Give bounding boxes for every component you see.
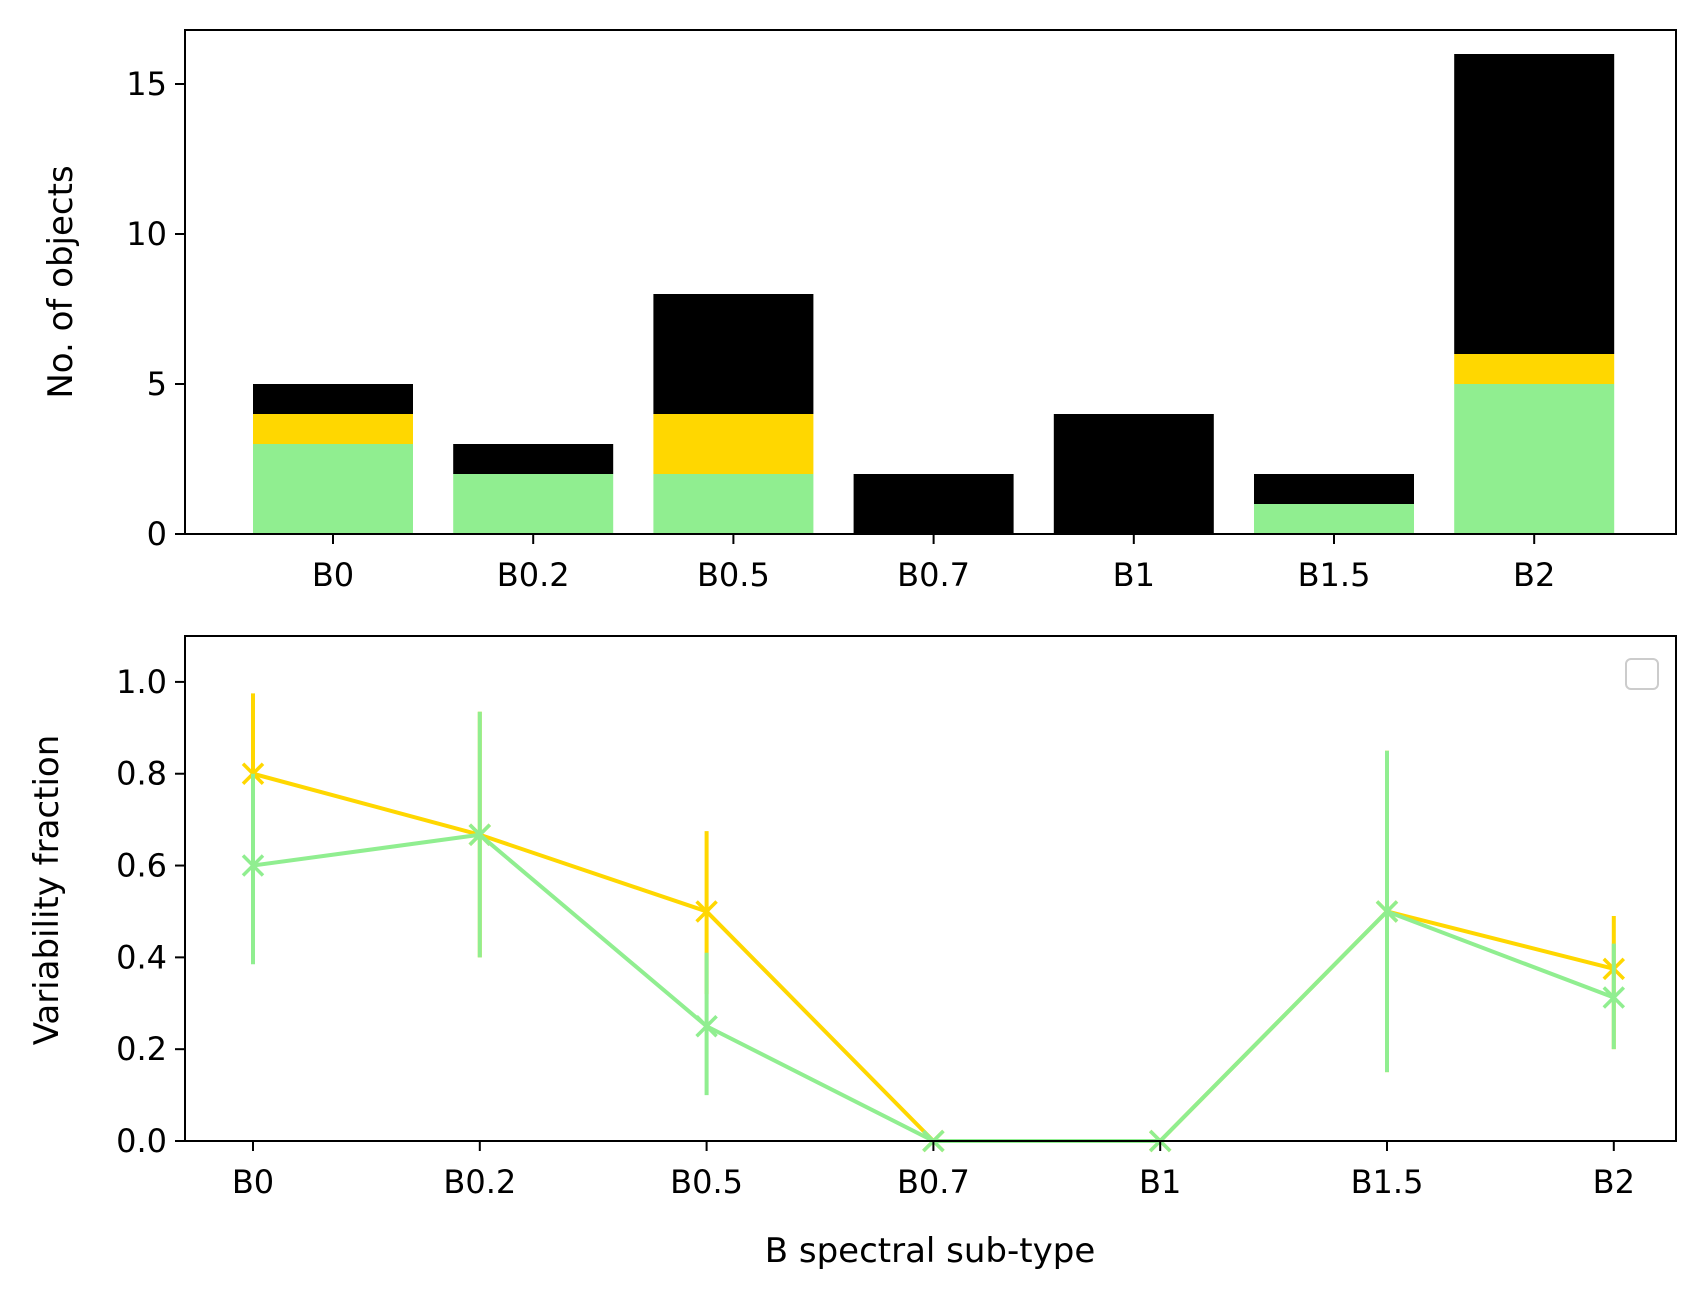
x-tick-label: B1.5 [1351, 1163, 1424, 1201]
bar-chart-x-ticks: B0 B0.2 B0.5 B0.7 B1 B1.5 B2 [312, 534, 1555, 594]
bar-segment [653, 294, 814, 414]
bar-segment [1454, 384, 1615, 534]
series-line [252, 832, 1615, 1143]
data-point-marker [241, 854, 265, 877]
data-point-marker [468, 823, 492, 847]
bar-segment [253, 414, 413, 444]
bar-series-group [253, 54, 1615, 534]
x-tick-label: B1 [1139, 1163, 1181, 1201]
x-tick-label: B0.5 [697, 556, 770, 594]
y-tick-label: 1.0 [116, 663, 167, 701]
x-tick-label: B0.2 [443, 1163, 516, 1201]
x-tick-label: B1.5 [1298, 556, 1371, 594]
x-tick-label: B0 [312, 556, 354, 594]
line-series [241, 711, 1626, 1153]
line-chart-y-ticks: 0.0 0.2 0.4 0.6 0.8 1.0 [116, 663, 185, 1160]
series-line [252, 771, 1615, 1143]
bar-chart-frame [184, 29, 1677, 535]
bar-segment [853, 474, 1014, 534]
x-tick-label: B2 [1513, 556, 1555, 594]
x-tick-label: B2 [1593, 1163, 1635, 1201]
y-tick-label: 5 [147, 365, 167, 403]
y-tick-label: 0.8 [116, 755, 167, 793]
y-tick-label: 0.4 [116, 938, 167, 976]
line-series-group [241, 693, 1626, 1153]
bar-chart-y-ticks: 0 5 10 15 [126, 65, 185, 553]
bar-chart-y-axis-label: No. of objects [41, 165, 81, 398]
y-tick-label: 15 [126, 65, 167, 103]
y-tick-label: 0.2 [116, 1030, 167, 1068]
x-tick-label: B0.5 [670, 1163, 743, 1201]
y-tick-label: 0 [147, 515, 167, 553]
bar-segment [253, 384, 413, 414]
bar-segment [453, 444, 614, 474]
y-tick-label: 0.0 [116, 1122, 167, 1160]
y-tick-label: 0.6 [116, 847, 167, 885]
bar-segment [1454, 354, 1615, 384]
legend-box [1625, 658, 1659, 690]
data-point-marker [241, 762, 265, 785]
y-tick-label: 10 [126, 215, 167, 253]
x-tick-label: B0 [232, 1163, 274, 1201]
bar-segment [1454, 54, 1615, 354]
bar-segment [1053, 414, 1214, 534]
data-point-marker [1375, 900, 1399, 923]
line-chart-x-axis-label: B spectral sub-type [765, 1231, 1096, 1271]
bar-segment [653, 414, 814, 474]
bar-segment [1254, 474, 1414, 504]
bar-segment [453, 474, 614, 534]
data-point-marker [695, 1014, 718, 1038]
x-tick-label: B0.7 [897, 556, 970, 594]
line-chart-x-ticks: B0 B0.2 B0.5 B0.7 B1 B1.5 B2 [232, 1141, 1635, 1201]
line-chart-frame [184, 635, 1677, 1142]
line-chart-panel: 0.00.20.40.60.81.0 B0 B0.2 B0.5 B0.7 B1 B1.5 B… [27, 635, 1677, 1271]
line-chart-y-axis-label: Variability fraction [27, 735, 67, 1046]
x-tick-label: B0.2 [497, 556, 570, 594]
bar-segment [253, 444, 413, 534]
bar-segment [653, 474, 814, 534]
data-point-marker [695, 900, 718, 923]
bar-chart-panel: 0 5 10 15 B0 B0.2 B0.5 B0.7 B1 B1.5 B2 No. of obj… [41, 29, 1677, 594]
x-tick-label: B0.7 [897, 1163, 970, 1201]
bar-segment [1254, 504, 1414, 534]
data-point-marker [1602, 986, 1626, 1009]
x-tick-label: B1 [1113, 556, 1155, 594]
